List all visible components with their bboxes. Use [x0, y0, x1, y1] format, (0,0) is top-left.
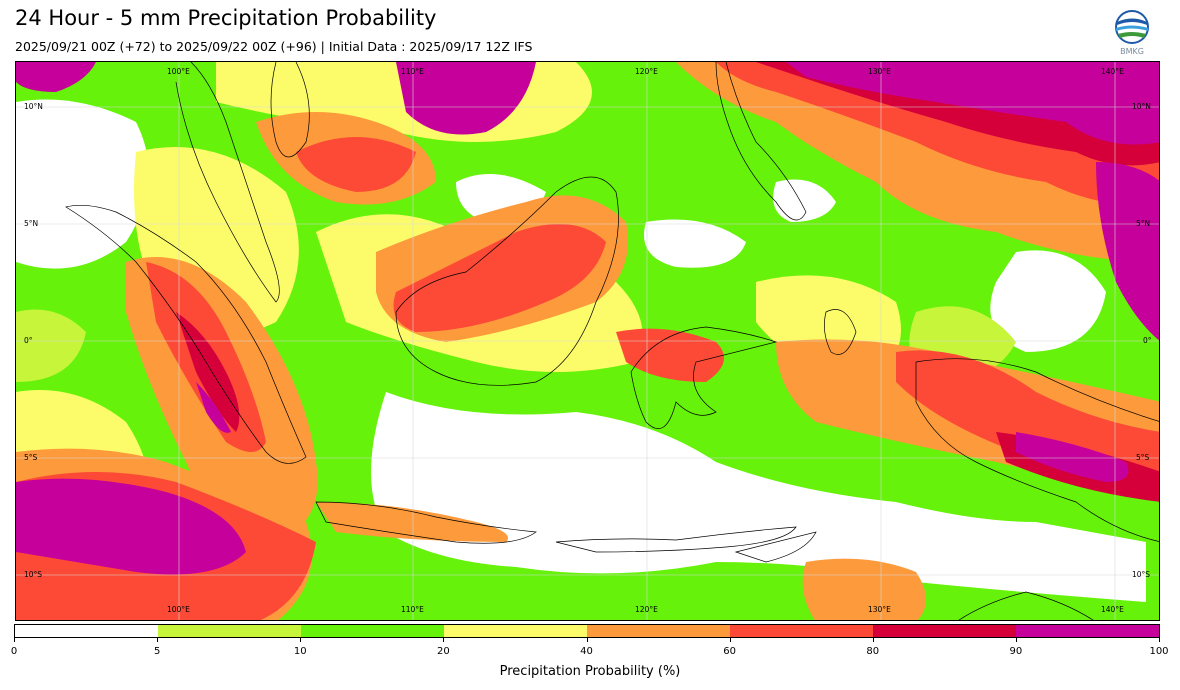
colorbar-tick [1159, 638, 1160, 642]
colorbar-segment [1016, 625, 1159, 637]
colorbar-tick-label: 80 [866, 646, 880, 657]
colorbar-tick-label: 20 [437, 646, 450, 657]
colorbar-segment [301, 625, 444, 637]
colorbar-tick-label: 90 [1009, 646, 1023, 657]
lat-label-5n-left: 5°N [24, 219, 39, 228]
lon-label-100e-bottom: 100°E [167, 605, 190, 614]
bmkg-logo-icon: BMKG [1112, 10, 1152, 56]
colorbar-tick [14, 638, 15, 642]
lon-label-100e-top: 100°E [167, 67, 190, 76]
colorbar-title: Precipitation Probability (%) [499, 664, 681, 679]
colorbar-tick [300, 638, 302, 642]
lat-label-5s-left: 5°S [24, 453, 38, 462]
coastline-lines [65, 62, 1159, 620]
lon-label-120e-top: 120°E [635, 67, 658, 76]
precipitation-map: 100°E 110°E 120°E 130°E 140°E 100°E 110°… [15, 61, 1160, 621]
colorbar-tick-label: 5 [153, 646, 161, 657]
colorbar-tick-label: 100 [1149, 646, 1169, 657]
colorbar-tick-label: 60 [723, 646, 736, 657]
lon-label-140e-top: 140°E [1101, 67, 1124, 76]
colorbar-tick [157, 638, 159, 642]
colorbar-tick [1015, 638, 1017, 642]
colorbar-segment [15, 625, 158, 637]
lon-label-130e-top: 130°E [868, 67, 891, 76]
lat-label-0-left: 0° [24, 336, 33, 345]
lat-label-10s-right: 10°S [1132, 570, 1151, 579]
lat-label-0-right: 0° [1143, 336, 1152, 345]
colorbar-tick-label: 40 [580, 646, 593, 657]
colorbar-segment [730, 625, 873, 637]
lat-label-5n-right: 5°N [1136, 219, 1151, 228]
lat-label-10n-right: 10°N [1132, 102, 1151, 111]
lat-label-5s-right: 5°S [1136, 453, 1150, 462]
lat-label-10s-left: 10°S [24, 570, 43, 579]
svg-text:BMKG: BMKG [1120, 47, 1144, 56]
lon-label-130e-bottom: 130°E [868, 605, 891, 614]
colorbar [14, 624, 1160, 638]
colorbar-tick [729, 638, 731, 642]
lon-label-110e-bottom: 110°E [401, 605, 424, 614]
colorbar-segment [873, 625, 1016, 637]
colorbar-tick [872, 638, 874, 642]
lon-label-120e-bottom: 120°E [635, 605, 658, 614]
colorbar-segment [444, 625, 587, 637]
colorbar-tick-label: 10 [293, 646, 307, 657]
colorbar-tick [443, 638, 445, 642]
map-subtitle: 2025/09/21 00Z (+72) to 2025/09/22 00Z (… [15, 39, 533, 54]
map-title: 24 Hour - 5 mm Precipitation Probability [15, 6, 437, 30]
lon-label-110e-top: 110°E [401, 67, 424, 76]
colorbar-tick-label: 0 [10, 646, 18, 657]
colorbar-segment [158, 625, 301, 637]
colorbar-segment [587, 625, 730, 637]
lat-label-10n-left: 10°N [24, 102, 43, 111]
colorbar-tick [586, 638, 588, 642]
lon-label-140e-bottom: 140°E [1101, 605, 1124, 614]
